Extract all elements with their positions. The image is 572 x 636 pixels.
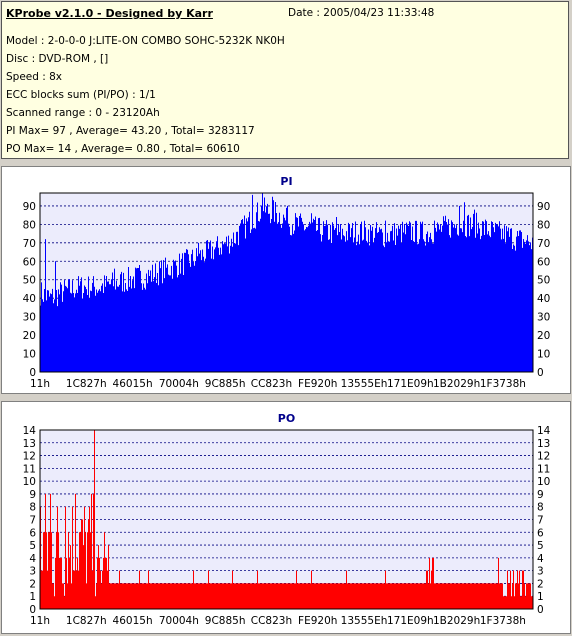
y-tick-label-right: 13: [537, 438, 550, 450]
y-tick-label-right: 12: [537, 451, 550, 463]
x-tick-label: 13555Eh: [341, 378, 388, 390]
scan-date: Date : 2005/04/23 11:33:48: [288, 7, 435, 19]
y-tick-label-right: 4: [537, 553, 544, 565]
y-tick-label-right: 0: [537, 367, 544, 379]
y-tick-label-left: 10: [23, 476, 36, 488]
y-tick-label-left: 1: [29, 591, 36, 603]
y-tick-label-left: 20: [23, 330, 36, 342]
po-summary-line: PO Max= 14 , Average= 0.80 , Total= 6061…: [6, 143, 240, 155]
y-tick-label-right: 1: [537, 591, 544, 603]
y-tick-label-right: 9: [537, 489, 544, 501]
x-tick-label: 9C885h: [205, 615, 246, 627]
pi-summary-line: PI Max= 97 , Average= 43.20 , Total= 328…: [6, 125, 255, 137]
y-tick-label-right: 11: [537, 463, 550, 475]
y-tick-label-left: 50: [23, 275, 36, 287]
y-tick-label-left: 2: [29, 578, 36, 590]
y-tick-label-left: 8: [29, 502, 36, 514]
disc-line: Disc : DVD-ROM , []: [6, 53, 109, 65]
y-tick-label-left: 40: [23, 293, 36, 305]
y-tick-label-left: 5: [29, 540, 36, 552]
y-tick-label-left: 30: [23, 312, 36, 324]
y-tick-label-right: 7: [537, 515, 544, 527]
y-tick-label-left: 12: [23, 451, 36, 463]
x-tick-label: 1C827h: [66, 615, 107, 627]
y-tick-label-left: 3: [29, 566, 36, 578]
y-tick-label-right: 50: [537, 275, 550, 287]
y-tick-label-left: 90: [23, 201, 36, 213]
y-tick-label-right: 10: [537, 349, 550, 361]
y-tick-label-right: 70: [537, 238, 550, 250]
y-tick-label-left: 70: [23, 238, 36, 250]
y-tick-label-right: 30: [537, 312, 550, 324]
pi-chart: PI 0 0 10 10 20 20 30 30 40 40 50 50 60 60 70 70 80 80 90 90…: [23, 175, 551, 390]
x-tick-label: 1C827h: [66, 378, 107, 390]
y-tick-label-right: 8: [537, 502, 544, 514]
x-tick-label: CC823h: [251, 378, 292, 390]
x-tick-label: FE920h: [298, 615, 337, 627]
y-tick-label-left: 7: [29, 515, 36, 527]
y-tick-label-right: 14: [537, 425, 551, 437]
y-tick-label-left: 6: [29, 527, 36, 539]
x-tick-label: 171E09h: [387, 615, 434, 627]
x-tick-label: 11h: [30, 615, 50, 627]
x-tick-label: FE920h: [298, 378, 337, 390]
y-tick-label-left: 0: [29, 367, 36, 379]
app-title: KProbe v2.1.0 - Designed by Karr: [6, 7, 213, 20]
po-chart-panel: PO 0 0 1 1 2 2 3 3 4 4 5 5 6 6 7 7 8 8 9 9 10 10 11 11 12 12 13 13 14…: [1, 401, 571, 634]
chart-title: PI: [280, 175, 292, 188]
y-tick-label-right: 2: [537, 578, 544, 590]
x-tick-label: 171E09h: [387, 378, 434, 390]
y-tick-label-left: 14: [23, 425, 37, 437]
x-tick-label: 9C885h: [205, 378, 246, 390]
x-tick-label: 70004h: [159, 378, 199, 390]
x-tick-label: CC823h: [251, 615, 292, 627]
data-series: [40, 193, 533, 372]
y-tick-label-right: 90: [537, 201, 550, 213]
x-tick-label: 1B2029h: [433, 615, 480, 627]
y-tick-label-right: 20: [537, 330, 550, 342]
data-series: [40, 430, 533, 609]
y-tick-label-right: 80: [537, 219, 550, 231]
x-tick-label: 70004h: [159, 615, 199, 627]
ecc-line: ECC blocks sum (PI/PO) : 1/1: [6, 89, 156, 101]
x-tick-label: 13555Eh: [341, 615, 388, 627]
info-panel: KProbe v2.1.0 - Designed by Karr Date : …: [1, 1, 569, 159]
y-tick-label-left: 9: [29, 489, 36, 501]
y-tick-label-right: 5: [537, 540, 544, 552]
x-tick-label: 1F3738h: [480, 615, 526, 627]
x-tick-label: 1F3738h: [480, 378, 526, 390]
range-line: Scanned range : 0 - 23120Ah: [6, 107, 160, 119]
y-tick-label-left: 10: [23, 349, 36, 361]
speed-line: Speed : 8x: [6, 71, 63, 83]
x-tick-label: 46015h: [113, 615, 153, 627]
y-tick-label-left: 60: [23, 256, 36, 268]
pi-chart-panel: PI 0 0 10 10 20 20 30 30 40 40 50 50 60 60 70 70 80 80 90 90…: [1, 166, 571, 394]
y-tick-label-left: 4: [29, 553, 36, 565]
y-tick-label-left: 13: [23, 438, 36, 450]
x-tick-label: 1B2029h: [433, 378, 480, 390]
y-tick-label-left: 80: [23, 219, 36, 231]
y-tick-label-right: 0: [537, 604, 544, 616]
y-tick-label-right: 10: [537, 476, 550, 488]
y-tick-label-right: 3: [537, 566, 544, 578]
chart-title: PO: [278, 412, 295, 425]
model-line: Model : 2-0-0-0 J:LITE-ON COMBO SOHC-523…: [6, 35, 285, 47]
y-tick-label-right: 6: [537, 527, 544, 539]
x-tick-label: 46015h: [113, 378, 153, 390]
x-tick-label: 11h: [30, 378, 50, 390]
y-tick-label-right: 60: [537, 256, 550, 268]
y-tick-label-left: 0: [29, 604, 36, 616]
y-tick-label-left: 11: [23, 463, 36, 475]
y-tick-label-right: 40: [537, 293, 550, 305]
